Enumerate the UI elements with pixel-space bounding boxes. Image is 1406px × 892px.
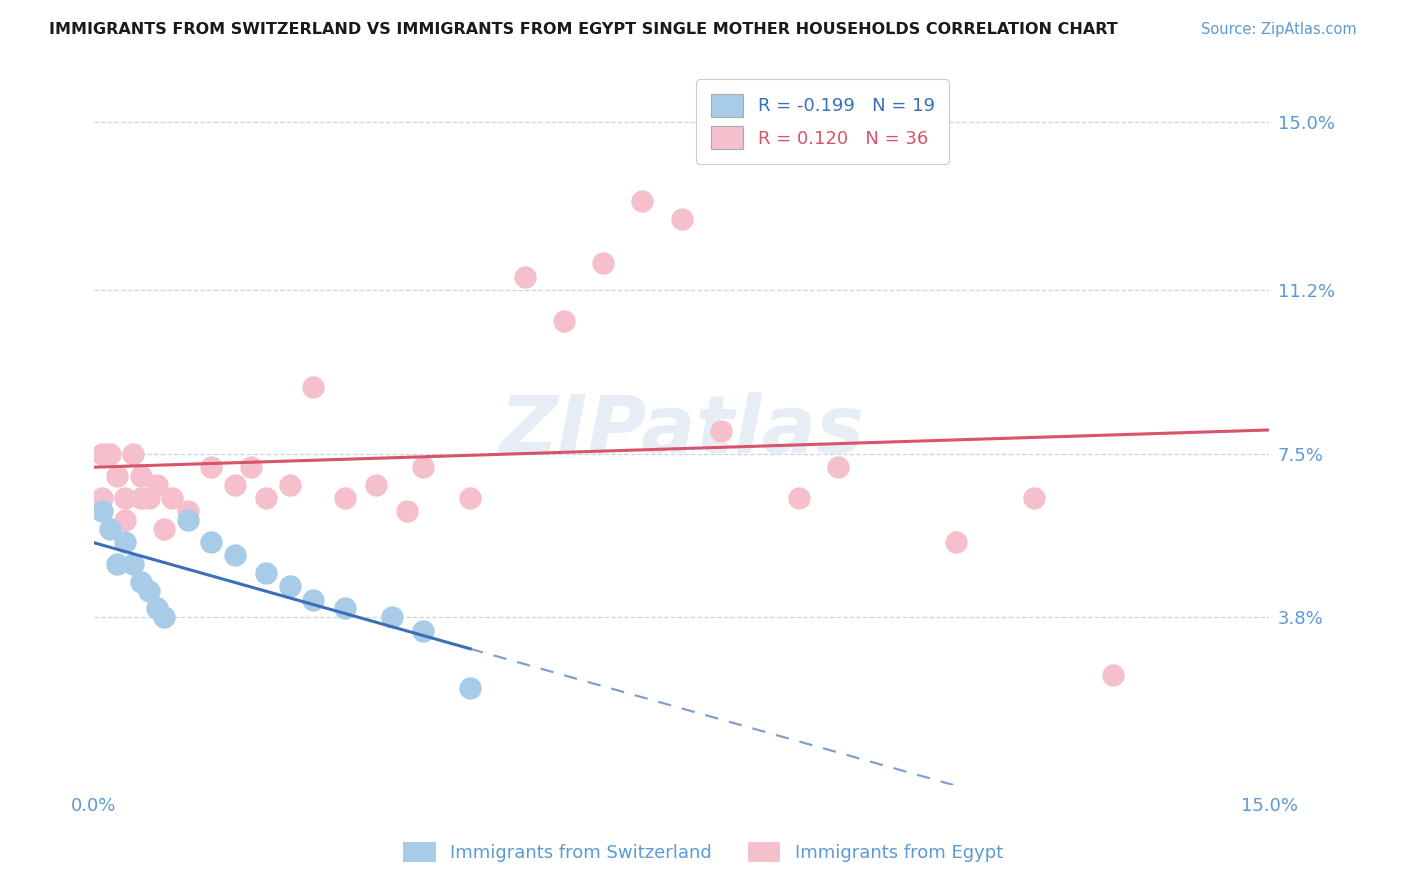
Point xyxy=(333,491,356,505)
Point xyxy=(90,491,112,505)
Point xyxy=(129,491,152,505)
Point xyxy=(90,446,112,460)
Point xyxy=(254,491,277,505)
Point xyxy=(107,558,129,572)
Text: IMMIGRANTS FROM SWITZERLAND VS IMMIGRANTS FROM EGYPT SINGLE MOTHER HOUSEHOLDS CO: IMMIGRANTS FROM SWITZERLAND VS IMMIGRANT… xyxy=(49,22,1118,37)
Point xyxy=(200,535,222,549)
Point xyxy=(381,610,404,624)
Point xyxy=(153,610,176,624)
Legend: Immigrants from Switzerland, Immigrants from Egypt: Immigrants from Switzerland, Immigrants … xyxy=(395,834,1011,870)
Point xyxy=(138,583,160,598)
Point xyxy=(396,504,419,518)
Point xyxy=(107,468,129,483)
Point xyxy=(631,194,654,209)
Point xyxy=(364,477,387,491)
Point xyxy=(224,477,246,491)
Point xyxy=(129,574,152,589)
Point xyxy=(254,566,277,580)
Point xyxy=(945,535,967,549)
Point xyxy=(592,256,614,270)
Point xyxy=(98,446,121,460)
Point xyxy=(458,491,481,505)
Text: Source: ZipAtlas.com: Source: ZipAtlas.com xyxy=(1201,22,1357,37)
Point xyxy=(122,446,145,460)
Point xyxy=(333,601,356,615)
Point xyxy=(98,522,121,536)
Point xyxy=(553,314,575,328)
Point xyxy=(787,491,810,505)
Point xyxy=(278,579,301,593)
Point xyxy=(153,522,176,536)
Point xyxy=(162,491,184,505)
Point xyxy=(114,513,136,527)
Point xyxy=(200,459,222,474)
Point xyxy=(1024,491,1046,505)
Point xyxy=(114,491,136,505)
Point xyxy=(129,468,152,483)
Point xyxy=(138,491,160,505)
Point xyxy=(671,212,693,227)
Point xyxy=(710,425,733,439)
Point xyxy=(177,504,200,518)
Point xyxy=(145,477,167,491)
Point xyxy=(278,477,301,491)
Point xyxy=(239,459,262,474)
Point xyxy=(114,535,136,549)
Point xyxy=(412,624,434,638)
Point xyxy=(827,459,849,474)
Point xyxy=(513,269,536,284)
Point xyxy=(177,513,200,527)
Legend: R = -0.199   N = 19, R = 0.120   N = 36: R = -0.199 N = 19, R = 0.120 N = 36 xyxy=(696,79,949,164)
Point xyxy=(122,558,145,572)
Point xyxy=(145,601,167,615)
Point xyxy=(458,681,481,695)
Point xyxy=(412,459,434,474)
Point xyxy=(1101,668,1123,682)
Point xyxy=(302,380,325,394)
Point xyxy=(224,549,246,563)
Point xyxy=(90,504,112,518)
Point xyxy=(302,592,325,607)
Text: ZIPatlas: ZIPatlas xyxy=(499,392,865,470)
